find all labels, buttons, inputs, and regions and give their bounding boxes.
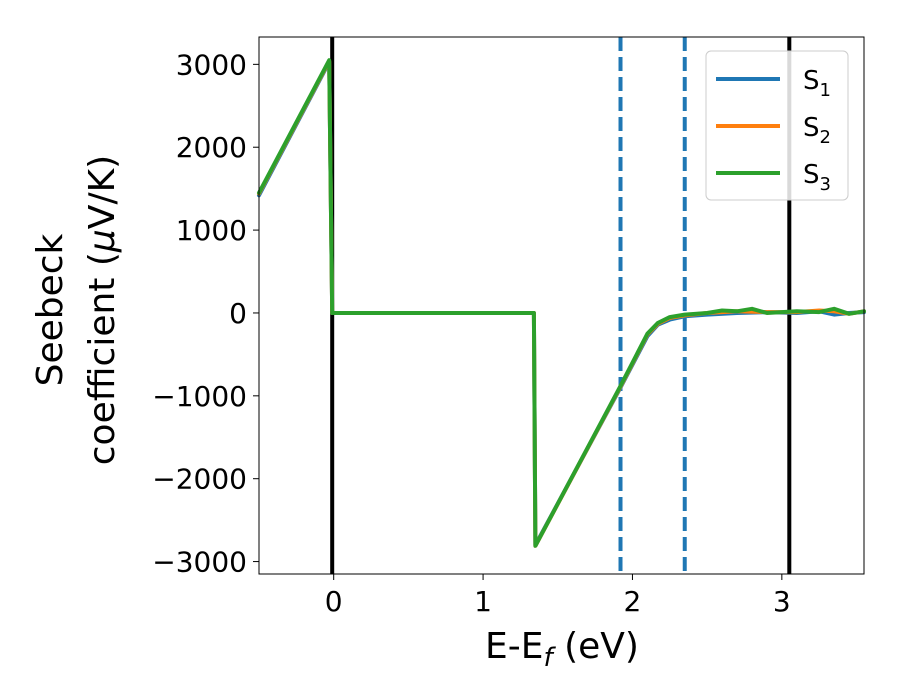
series-lines [257, 58, 866, 548]
x-tick-label: 2 [624, 585, 642, 618]
x-tick-label: 0 [325, 585, 343, 618]
y-tick-label: 3000 [176, 48, 247, 81]
x-axis-label: E-Ef (eV) [485, 626, 639, 673]
y-tick-label: 2000 [176, 131, 247, 164]
y-axis-ticks: 3000 2000 1000 0 −1000 −2000 −3000 [152, 48, 259, 579]
y-axis-label-line1: Seebeck [30, 233, 71, 386]
y-tick-label: 0 [229, 297, 247, 330]
legend: S1 S2 S3 [705, 50, 849, 201]
x-tick-label: 1 [474, 585, 492, 618]
x-axis-ticks: 0 1 2 3 [325, 574, 791, 618]
legend-label: S2 [803, 113, 831, 148]
legend-label: S3 [803, 160, 831, 195]
legend-label: S1 [803, 66, 831, 101]
y-axis-label-line2: coefficient (μV/K) [82, 155, 123, 465]
y-axis-label: Seebeck coefficient (μV/K) [30, 155, 123, 465]
legend-items: S1 S2 S3 [716, 66, 831, 195]
y-tick-label: −3000 [152, 546, 247, 579]
y-tick-label: −1000 [152, 380, 247, 413]
plot-frame [258, 36, 865, 575]
y-tick-label: 1000 [176, 214, 247, 247]
y-tick-label: −2000 [152, 463, 247, 496]
series-line-S3 [257, 58, 866, 548]
x-tick-label: 3 [773, 585, 791, 618]
